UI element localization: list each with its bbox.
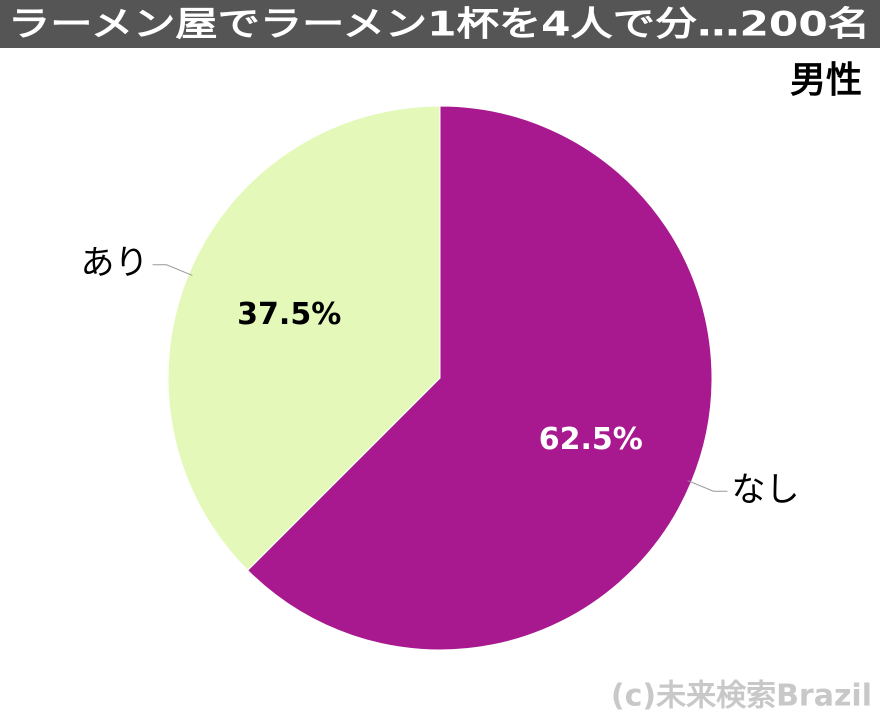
slice-value-label: 62.5% <box>539 422 643 457</box>
category-label: なし <box>731 470 799 510</box>
chart-subtitle: 男性 <box>790 60 862 101</box>
watermark: (c)未来検索Brazil <box>611 679 872 714</box>
title-bar <box>0 0 880 48</box>
chart-title: ラーメン屋でラーメン1杯を4人で分…200名 <box>8 5 870 45</box>
leader-line <box>687 480 728 492</box>
leader-line <box>152 264 193 276</box>
slice-value-label: 37.5% <box>237 297 341 332</box>
category-label: あり <box>81 243 149 283</box>
